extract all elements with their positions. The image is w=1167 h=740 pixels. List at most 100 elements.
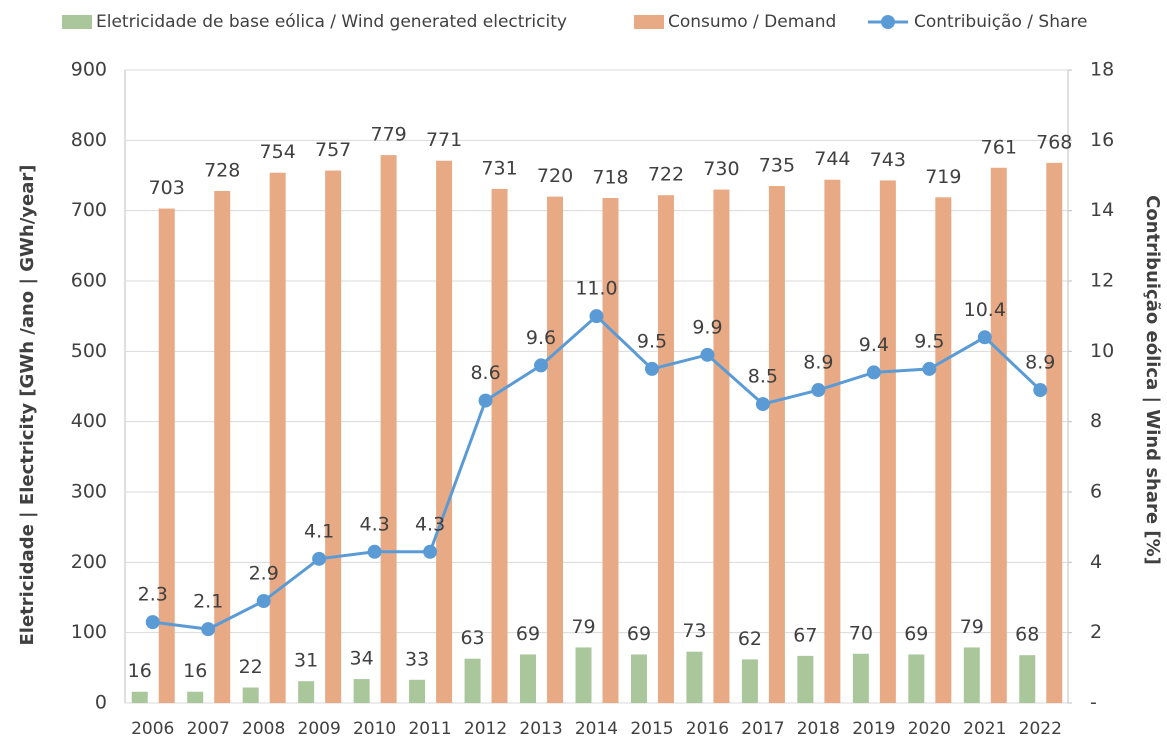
data-label: 9.6	[526, 327, 556, 349]
x-tick-label: 2011	[408, 719, 451, 739]
y2-tick-label: -	[1090, 692, 1097, 714]
marker	[367, 544, 382, 559]
bar	[768, 186, 785, 704]
marker	[478, 393, 493, 408]
data-label: 70	[849, 622, 873, 644]
data-label: 10.4	[964, 299, 1006, 321]
data-label: 69	[627, 623, 651, 645]
data-label: 718	[592, 167, 628, 189]
bar	[575, 647, 592, 703]
data-label: 16	[183, 660, 207, 682]
data-label: 9.4	[859, 334, 889, 356]
x-tick-label: 2015	[630, 719, 673, 739]
bar	[713, 189, 730, 704]
bar	[797, 655, 814, 703]
x-tick-label: 2018	[797, 719, 840, 739]
bar	[131, 691, 148, 703]
x-tick-label: 2022	[1019, 719, 1062, 739]
bar	[963, 647, 980, 703]
bar	[214, 190, 231, 703]
data-label: 2.3	[138, 584, 168, 606]
data-label: 8.9	[803, 352, 833, 374]
y2-tick-label: 6	[1090, 481, 1102, 503]
data-label: 16	[128, 660, 152, 682]
legend-swatch	[634, 15, 664, 29]
bar	[657, 195, 674, 703]
y-tick-label: 500	[71, 340, 107, 362]
y-tick-label: 800	[71, 129, 107, 151]
bar	[325, 170, 342, 703]
y-tick-label: 600	[71, 270, 107, 292]
y-tick-label: 900	[71, 59, 107, 81]
data-label: 8.6	[470, 362, 500, 384]
marker	[922, 361, 937, 376]
bar	[187, 691, 204, 703]
bar	[409, 679, 426, 703]
x-tick-label: 2007	[187, 719, 230, 739]
marker	[145, 615, 160, 630]
marker	[423, 544, 438, 559]
data-label: 771	[426, 129, 462, 151]
x-tick-label: 2010	[353, 719, 396, 739]
data-label: 9.9	[692, 316, 722, 338]
data-label: 779	[370, 124, 406, 146]
bar	[686, 651, 703, 703]
x-tick-label: 2009	[298, 719, 341, 739]
data-label: 731	[481, 157, 517, 179]
data-label: 63	[460, 627, 484, 649]
marker	[201, 622, 216, 637]
bar	[741, 659, 758, 703]
marker	[866, 365, 881, 380]
bar	[353, 679, 370, 703]
bar	[935, 197, 952, 703]
legend-label: Contribuição / Share	[914, 12, 1087, 32]
marker	[977, 330, 992, 345]
y2-tick-label: 12	[1090, 270, 1114, 292]
data-label: 728	[204, 159, 240, 181]
data-label: 62	[738, 628, 762, 650]
data-label: 703	[149, 177, 185, 199]
bar	[1019, 655, 1036, 703]
bar	[464, 658, 481, 703]
marker	[700, 347, 715, 362]
data-label: 9.5	[637, 330, 667, 352]
x-tick-label: 2016	[686, 719, 729, 739]
y-tick-label: 200	[71, 551, 107, 573]
legend-label: Eletricidade de base eólica / Wind gener…	[96, 12, 567, 32]
bar	[908, 654, 925, 703]
data-label: 67	[793, 624, 817, 646]
bar	[158, 208, 175, 703]
x-tick-label: 2020	[908, 719, 951, 739]
bar	[824, 179, 841, 704]
data-label: 73	[682, 620, 706, 642]
bar	[491, 188, 508, 703]
marker	[811, 383, 826, 398]
x-tick-label: 2008	[242, 719, 285, 739]
bar	[990, 167, 1007, 704]
data-label: 722	[648, 164, 684, 186]
x-tick-label: 2019	[852, 719, 895, 739]
x-tick-label: 2013	[519, 719, 562, 739]
line	[152, 314, 1042, 631]
bar	[242, 687, 259, 703]
y-tick-label: 0	[95, 692, 107, 714]
data-label: 719	[925, 166, 961, 188]
data-label: 4.3	[360, 513, 390, 535]
data-label: 69	[516, 623, 540, 645]
y-tick-label: 400	[71, 410, 107, 432]
y2-axis-label: Contribuição eólica | Wind share [%]	[1142, 195, 1163, 565]
data-label: 8.5	[748, 366, 778, 388]
y-tick-label: 300	[71, 481, 107, 503]
y-tick-label: 700	[71, 199, 107, 221]
y2-tick-label: 16	[1090, 129, 1114, 151]
data-label: 11.0	[575, 278, 617, 300]
data-label: 22	[239, 656, 263, 678]
y2-tick-label: 2	[1090, 621, 1102, 643]
bar	[298, 681, 315, 703]
data-label: 31	[294, 650, 318, 672]
marker	[755, 397, 770, 412]
y2-tick-label: 18	[1090, 59, 1114, 81]
x-tick-label: 2017	[741, 719, 784, 739]
data-label: 743	[870, 149, 906, 171]
